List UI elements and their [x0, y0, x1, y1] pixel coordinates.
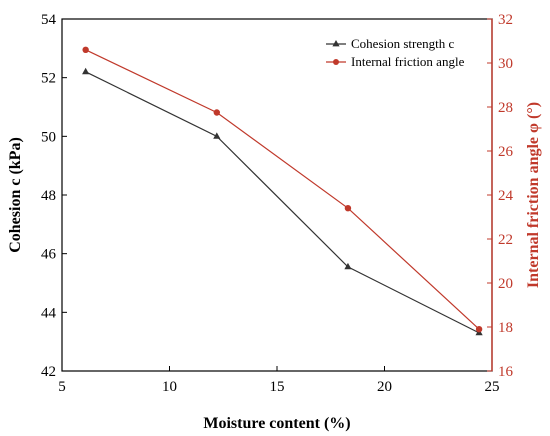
x-axis-title: Moisture content (%): [203, 415, 350, 432]
data-point: [82, 67, 90, 75]
right-y-tick-label: 24: [498, 188, 514, 204]
data-point: [475, 326, 483, 333]
legend-marker-cohesion: [332, 40, 340, 47]
left-y-axis: 42 44 46 48 50 52 54: [41, 12, 67, 380]
x-tick-label: 25: [485, 379, 500, 395]
legend-marker-friction: [333, 59, 339, 65]
left-y-tick-label: 42: [41, 364, 56, 380]
series-line-1: [85, 49, 480, 330]
x-axis: 5 10 15 20 25: [58, 366, 500, 395]
left-y-tick-label: 46: [41, 247, 57, 263]
data-point: [344, 262, 352, 270]
legend: Cohesion strength c Internal friction an…: [326, 36, 465, 69]
left-y-axis-title: Cohesion c (kPa): [7, 137, 24, 253]
series-line-0: [85, 71, 480, 334]
left-y-tick-label: 50: [41, 129, 56, 145]
legend-label-friction: Internal friction angle: [351, 54, 465, 69]
data-point: [82, 46, 89, 53]
right-y-tick-label: 20: [498, 276, 513, 292]
left-y-tick-label: 54: [41, 12, 57, 28]
left-y-tick-label: 48: [41, 188, 56, 204]
plot-frame: [61, 18, 493, 372]
right-y-tick-label: 28: [498, 100, 513, 116]
data-point: [213, 132, 221, 139]
right-y-tick-label: 32: [498, 12, 513, 28]
right-y-axis: 16 18 20 22 24 26 28 30 32: [487, 12, 514, 380]
right-y-axis-title: Internal friction angle φ (°): [525, 102, 542, 288]
x-tick-label: 10: [162, 379, 177, 395]
right-y-tick-label: 18: [498, 320, 513, 336]
right-y-tick-label: 30: [498, 56, 513, 72]
right-y-tick-label: 26: [498, 144, 514, 160]
x-tick-label: 20: [377, 379, 392, 395]
x-tick-label: 5: [58, 379, 66, 395]
left-y-tick-label: 44: [41, 305, 57, 321]
left-y-tick-label: 52: [41, 71, 56, 87]
right-y-tick-label: 16: [498, 364, 514, 380]
data-point: [213, 109, 220, 116]
series-layer: [82, 46, 483, 336]
right-y-tick-label: 22: [498, 232, 513, 248]
x-tick-label: 15: [270, 379, 285, 395]
legend-label-cohesion: Cohesion strength c: [351, 36, 454, 51]
data-point: [344, 205, 352, 212]
